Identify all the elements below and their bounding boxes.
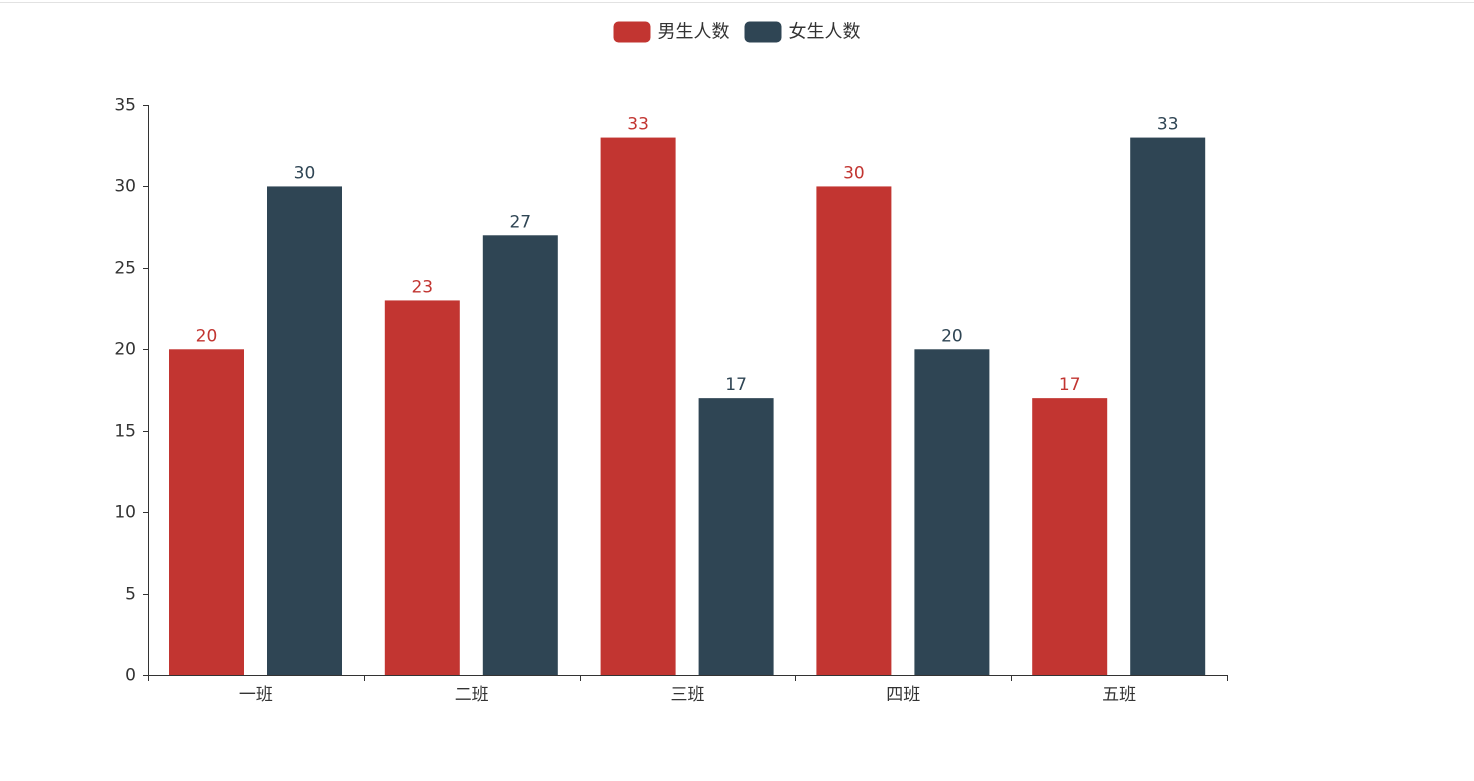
y-tick-label: 20 [114,340,136,360]
data-label: 17 [1059,375,1081,395]
y-tick-label: 15 [114,422,136,442]
y-tick-label: 5 [125,585,136,605]
data-label: 30 [843,163,865,183]
legend-swatch[interactable] [744,21,782,43]
bar[interactable] [482,235,558,676]
bar[interactable] [267,186,342,675]
x-tick-label: 一班 [239,685,273,705]
legend[interactable]: 男生人数 女生人数 [613,21,861,43]
data-label: 17 [725,375,747,395]
y-tick-label: 35 [114,96,136,116]
bar[interactable] [600,137,676,676]
x-tick-label: 四班 [886,685,920,705]
data-label: 23 [411,277,433,297]
y-axis: 0 5 10 15 20 25 30 35 [114,96,149,686]
data-label: 33 [627,115,649,135]
bar[interactable] [816,186,892,675]
bars [169,137,1206,676]
x-tick-label: 三班 [671,685,705,705]
y-tick-label: 10 [114,503,136,523]
y-tick-label: 30 [114,177,136,197]
legend-label[interactable]: 男生人数 [658,22,730,43]
x-tick-label: 五班 [1102,685,1136,705]
x-axis: 一班 二班 三班 四班 五班 [148,675,1228,705]
bar[interactable] [1032,398,1108,675]
bar[interactable] [1130,137,1206,676]
data-label: 20 [941,326,963,346]
top-border [0,2,1474,3]
bar[interactable] [698,398,774,675]
data-labels: 20 23 33 30 17 30 27 17 20 33 [196,115,1179,396]
legend-label[interactable]: 女生人数 [789,22,861,43]
data-label: 27 [509,212,531,232]
data-label: 33 [1157,115,1179,135]
y-tick-label: 25 [114,259,136,279]
bar[interactable] [384,300,460,675]
bar[interactable] [169,349,244,675]
x-tick-label: 二班 [455,685,489,705]
y-tick-label: 0 [125,666,136,686]
bar[interactable] [914,349,990,675]
data-label: 20 [196,326,218,346]
legend-swatch[interactable] [613,21,651,43]
data-label: 30 [294,163,316,183]
